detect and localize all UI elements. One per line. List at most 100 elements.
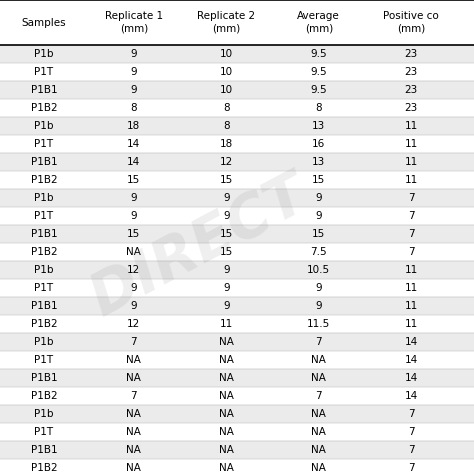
Text: 7: 7 — [131, 391, 137, 401]
Bar — [0, 81, 474, 99]
Bar — [0, 279, 474, 297]
Text: P1B1: P1B1 — [30, 157, 57, 167]
Text: P1T: P1T — [34, 211, 54, 221]
Text: 15: 15 — [312, 175, 325, 185]
Text: P1B1: P1B1 — [30, 373, 57, 383]
Text: Samples: Samples — [21, 18, 66, 27]
Text: 14: 14 — [405, 355, 418, 365]
Text: P1B2: P1B2 — [30, 319, 57, 329]
Text: 15: 15 — [220, 247, 233, 257]
Bar — [0, 99, 474, 117]
Text: NA: NA — [311, 463, 326, 474]
Text: 7: 7 — [408, 193, 414, 203]
Text: 10: 10 — [220, 67, 233, 77]
Bar — [0, 387, 474, 405]
Text: NA: NA — [219, 463, 234, 474]
Text: 7: 7 — [408, 229, 414, 239]
Text: P1b: P1b — [34, 193, 54, 203]
Text: P1b: P1b — [34, 121, 54, 131]
Text: 23: 23 — [405, 49, 418, 59]
Text: 7: 7 — [408, 409, 414, 419]
Text: 23: 23 — [405, 85, 418, 95]
Text: 8: 8 — [316, 103, 322, 113]
Text: 7.5: 7.5 — [310, 247, 327, 257]
Bar — [0, 369, 474, 387]
Text: P1T: P1T — [34, 139, 54, 149]
Bar — [0, 225, 474, 243]
Text: 10: 10 — [220, 85, 233, 95]
Text: NA: NA — [127, 445, 141, 456]
Text: P1b: P1b — [34, 49, 54, 59]
Text: P1T: P1T — [34, 67, 54, 77]
Text: 9: 9 — [223, 211, 229, 221]
Text: NA: NA — [127, 355, 141, 365]
Text: 9.5: 9.5 — [310, 49, 327, 59]
Text: 11: 11 — [220, 319, 233, 329]
Text: 14: 14 — [128, 157, 140, 167]
Text: 7: 7 — [408, 211, 414, 221]
Text: 18: 18 — [220, 139, 233, 149]
Text: P1B2: P1B2 — [30, 103, 57, 113]
Text: 11: 11 — [405, 283, 418, 293]
Text: P1B2: P1B2 — [30, 175, 57, 185]
Text: 12: 12 — [128, 265, 140, 275]
Text: 18: 18 — [128, 121, 140, 131]
Text: NA: NA — [127, 463, 141, 474]
Text: 23: 23 — [405, 67, 418, 77]
Text: 9: 9 — [316, 301, 322, 311]
Text: 9.5: 9.5 — [310, 67, 327, 77]
Bar — [0, 207, 474, 225]
Text: NA: NA — [311, 427, 326, 438]
Text: 9: 9 — [223, 193, 229, 203]
Text: NA: NA — [219, 445, 234, 456]
Text: 9: 9 — [131, 283, 137, 293]
Text: 9: 9 — [223, 301, 229, 311]
Text: P1B2: P1B2 — [30, 391, 57, 401]
Text: 9: 9 — [223, 265, 229, 275]
Text: 8: 8 — [223, 103, 229, 113]
Text: 11: 11 — [405, 157, 418, 167]
Text: 15: 15 — [220, 175, 233, 185]
Text: P1T: P1T — [34, 355, 54, 365]
Text: P1B1: P1B1 — [30, 85, 57, 95]
Text: NA: NA — [219, 427, 234, 438]
Text: 8: 8 — [131, 103, 137, 113]
Text: 9: 9 — [131, 67, 137, 77]
Text: 12: 12 — [220, 157, 233, 167]
Text: 7: 7 — [408, 427, 414, 438]
Text: Replicate 1
(mm): Replicate 1 (mm) — [105, 11, 163, 34]
Text: 15: 15 — [312, 229, 325, 239]
Text: P1B1: P1B1 — [30, 301, 57, 311]
Bar — [0, 333, 474, 351]
Text: NA: NA — [311, 409, 326, 419]
Text: 13: 13 — [312, 157, 325, 167]
Text: NA: NA — [311, 355, 326, 365]
Text: 11.5: 11.5 — [307, 319, 330, 329]
Bar — [0, 441, 474, 459]
Text: 7: 7 — [408, 463, 414, 474]
Text: P1B2: P1B2 — [30, 463, 57, 474]
Text: 9: 9 — [316, 193, 322, 203]
Text: 9: 9 — [131, 301, 137, 311]
Bar — [0, 297, 474, 315]
Text: 9: 9 — [316, 283, 322, 293]
Text: 11: 11 — [405, 139, 418, 149]
Text: 16: 16 — [312, 139, 325, 149]
Text: 9: 9 — [131, 85, 137, 95]
Text: 10: 10 — [220, 49, 233, 59]
Text: 11: 11 — [405, 301, 418, 311]
Text: 11: 11 — [405, 265, 418, 275]
Bar — [0, 243, 474, 261]
Text: NA: NA — [311, 373, 326, 383]
Text: NA: NA — [219, 409, 234, 419]
Text: 15: 15 — [128, 229, 140, 239]
Bar — [0, 423, 474, 441]
Text: 7: 7 — [408, 445, 414, 456]
Text: Average
(mm): Average (mm) — [297, 11, 340, 34]
Text: 7: 7 — [316, 391, 322, 401]
Text: NA: NA — [219, 355, 234, 365]
Bar — [0, 45, 474, 63]
Text: 23: 23 — [405, 103, 418, 113]
Text: 15: 15 — [220, 229, 233, 239]
Text: P1T: P1T — [34, 427, 54, 438]
